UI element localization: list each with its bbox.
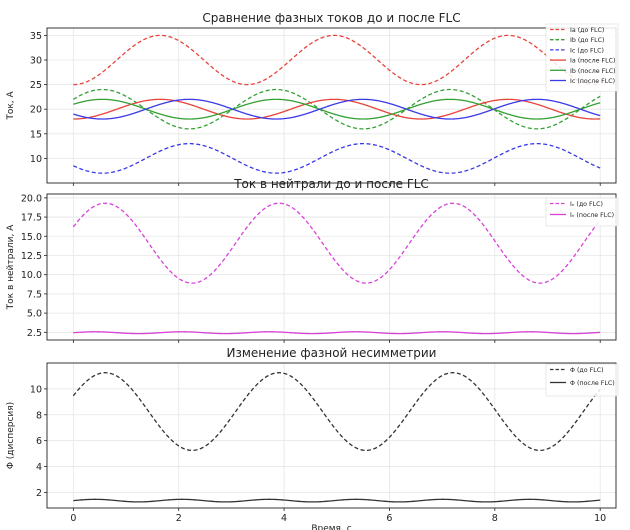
y-tick-label: 17.5 [21,213,42,224]
x-axis-label: Время, с [311,524,351,530]
legend-label: Φ (после FLC) [570,380,615,387]
y-tick-label: 7.5 [27,289,42,300]
series-line-1 [72,202,601,284]
y-tick-label: 10.0 [21,270,42,281]
legend-label: Ic (до FLC) [570,47,604,54]
y-tick-label: 4 [36,462,42,473]
chart-title: Сравнение фазных токов до и после FLC [202,11,460,25]
y-tick-label: 25 [30,80,42,91]
y-axis-label: Φ (дисперсия) [6,402,16,469]
y-tick-label: 5.0 [27,309,42,320]
y-tick-label: 20.0 [21,193,42,204]
x-tick-label: 4 [281,513,287,524]
plot-area [72,372,601,503]
series-line-1 [73,34,601,86]
y-tick-label: 2.5 [27,328,42,339]
plot-area [72,202,601,335]
y-tick-label: 8 [36,410,42,421]
legend: Φ (до FLC) Φ (после FLC) [545,363,619,397]
y-tick-label: 20 [30,105,42,116]
y-tick-label: 10 [30,154,42,165]
series-line-4 [73,98,601,120]
y-tick-label: 30 [30,55,42,66]
x-tick-label: 8 [492,513,498,524]
series-line-5 [73,98,601,120]
legend-label: Ib (после FLC) [570,68,616,75]
plot-frame [46,362,617,509]
legend-label: Iₙ (до FLC) [570,201,603,208]
legend-label: Ic (после FLC) [570,78,615,85]
legend-label: Ia (после FLC) [570,58,616,65]
legend-box [545,197,619,227]
plot-frame [46,193,617,341]
plot-area [73,34,601,174]
chart-panel-2: 2.5 5.0 7.5 10.0 12.5 15.0 17.5 20.0 Ток в нейтр… [6,177,619,343]
y-axis-label: Ток, А [6,91,16,121]
series-line-2 [73,331,601,335]
plot-frame [46,27,617,184]
series-line-1 [72,372,601,452]
series-line-6 [73,98,601,120]
chart-panel-1: 10 15 20 25 30 35 Сравнение фазных токов до и … [6,11,619,186]
y-tick-label: 6 [36,436,42,447]
series-line-2 [73,498,601,503]
x-tick-label: 10 [594,513,606,524]
y-tick-label: 15.0 [21,232,42,243]
y-tick-label: 2 [36,488,42,499]
y-tick-label: 10 [30,384,42,395]
x-tick-label: 2 [176,513,182,524]
legend-label: Φ (до FLC) [570,367,604,374]
legend: Iₙ (до FLC) Iₙ (после FLC) [545,197,619,227]
chart-title: Ток в нейтрали до и после FLC [233,177,429,191]
x-tick-label: 6 [386,513,392,524]
y-tick-label: 12.5 [21,251,42,262]
y-tick-label: 15 [30,129,42,140]
series-line-3 [73,142,601,174]
legend: Ia (до FLC) Ib (до FLC) Ic (до FLC) Ia (пос… [545,23,619,92]
legend-label: Ib (до FLC) [570,37,605,44]
y-axis-label: Ток в нейтрали, А [6,224,16,311]
y-tick-label: 35 [30,31,42,42]
x-tick-label: 0 [70,513,76,524]
legend-label: Iₙ (после FLC) [570,212,614,219]
legend-label: Ia (до FLC) [570,27,604,34]
chart-title: Изменение фазной несимметрии [227,346,437,360]
series-line-2 [73,88,601,130]
chart-panel-3: 2 4 6 8 10 0 2 4 6 8 10 Изменение фазной несимметри… [6,346,619,530]
